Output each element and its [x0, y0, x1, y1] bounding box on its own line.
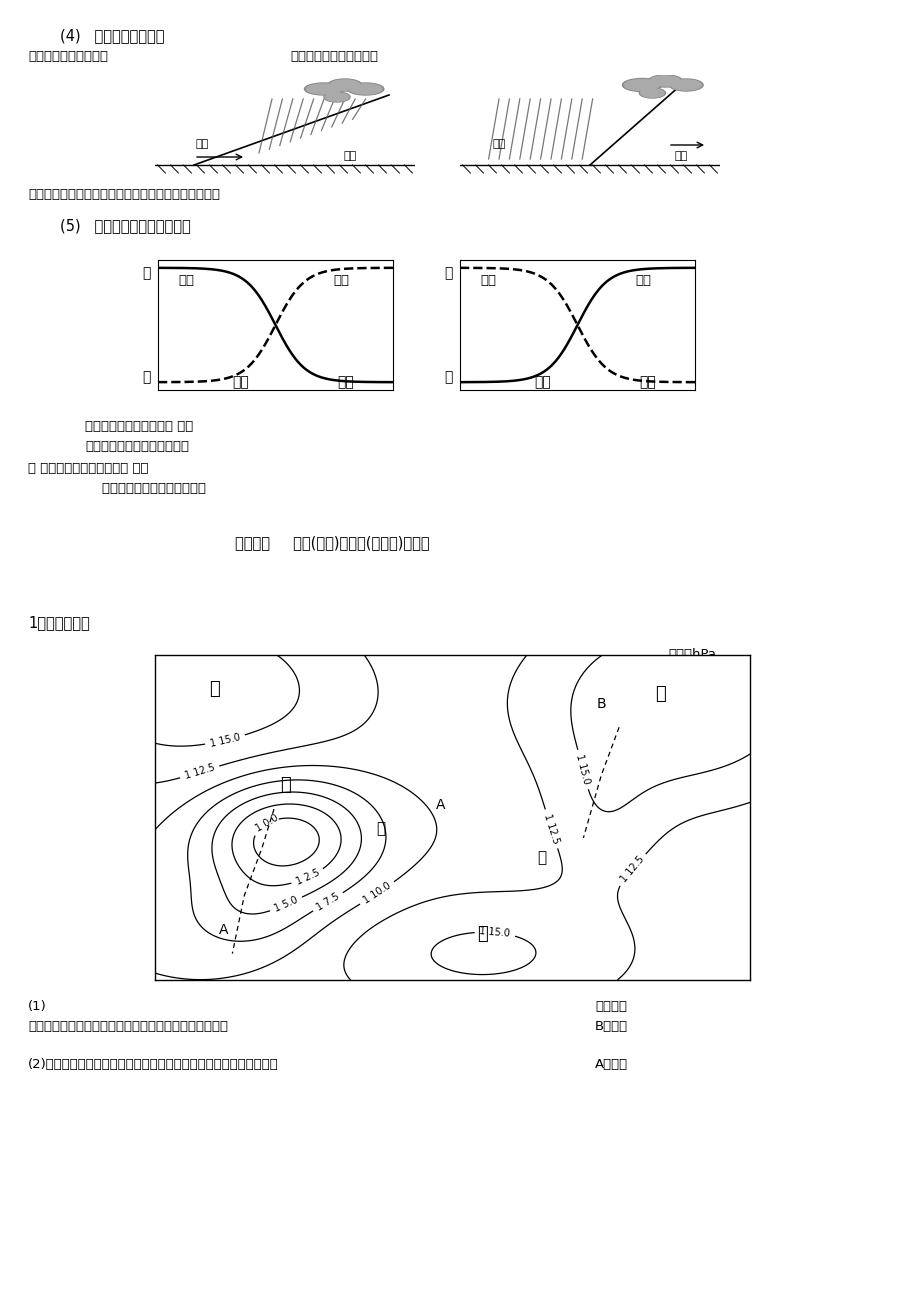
Text: 1 12.5: 1 12.5: [541, 813, 561, 846]
Ellipse shape: [304, 83, 343, 95]
Text: B脊线。: B脊线。: [595, 1020, 628, 1033]
Ellipse shape: [306, 83, 341, 94]
Text: (4)   看雨区范围及位置: (4) 看雨区范围及位置: [60, 27, 165, 43]
Text: 气压: 气压: [178, 275, 194, 287]
Text: 暖锋：雨区宽，在锋前: 暖锋：雨区宽，在锋前: [28, 50, 108, 63]
Text: A: A: [436, 797, 445, 812]
Ellipse shape: [327, 79, 361, 91]
Text: 锋前: 锋前: [674, 151, 686, 162]
Ellipse shape: [323, 93, 349, 102]
Ellipse shape: [347, 83, 383, 95]
Ellipse shape: [648, 76, 682, 87]
Text: 气压: 气压: [635, 275, 651, 287]
Text: 鹍: 鹍: [537, 850, 546, 865]
Text: B: B: [596, 697, 606, 711]
Text: 1．基本气压场: 1．基本气压场: [28, 615, 90, 629]
Text: A: A: [219, 924, 228, 937]
Text: 过境前：气温高，气压低 冷锋: 过境前：气温高，气压低 冷锋: [85, 420, 193, 433]
Text: 锋前: 锋前: [343, 151, 357, 162]
Text: 1 10.0: 1 10.0: [361, 881, 392, 906]
Text: 高: 高: [654, 684, 665, 702]
Text: 一 过境前：气温低，气压高 暖锋: 一 过境前：气温低，气压高 暖锋: [28, 463, 148, 476]
Text: 气温: 气温: [480, 275, 495, 287]
Text: 1 0.0: 1 0.0: [254, 813, 279, 834]
Text: A槽线。: A槽线。: [595, 1058, 628, 1071]
Text: (2)低气压；中心气压低于四周气压。从低气压延伸出来的狭长区域为: (2)低气压；中心气压低于四周气压。从低气压延伸出来的狭长区域为: [28, 1058, 278, 1071]
Text: 鹍: 鹍: [376, 821, 385, 835]
Text: 1 12.5: 1 12.5: [618, 855, 645, 885]
Text: 高: 高: [444, 266, 452, 280]
Ellipse shape: [622, 78, 661, 91]
Text: 冷锋: 冷锋: [232, 375, 248, 390]
Text: 暖锋: 暖锋: [533, 375, 550, 390]
Text: 过境后：气温升高，气压降低: 过境后：气温升高，气压降低: [85, 482, 206, 495]
Ellipse shape: [329, 79, 359, 90]
Text: 单位：hPa: 单位：hPa: [667, 648, 715, 661]
Text: 低: 低: [280, 777, 291, 794]
Text: 高: 高: [476, 925, 487, 943]
Ellipse shape: [624, 79, 659, 90]
Text: (5)   看过境前后气压、气温变: (5) 看过境前后气压、气温变: [60, 218, 190, 233]
Text: 1 12.5: 1 12.5: [183, 762, 216, 782]
Text: 时间: 时间: [337, 375, 354, 390]
Text: 高气压：: 高气压：: [595, 999, 627, 1012]
Text: 1 7.5: 1 7.5: [314, 891, 341, 912]
Text: 中心气压高于四周气压。从高气压延伸出来的狭长区域为: 中心气压高于四周气压。从高气压延伸出来的狭长区域为: [28, 1020, 228, 1033]
Text: (1): (1): [28, 999, 47, 1012]
Text: 拾漪：雨区窄主婆在锋后: 拾漪：雨区窄主婆在锋后: [289, 50, 378, 63]
Ellipse shape: [639, 89, 664, 98]
Ellipse shape: [670, 79, 700, 90]
Text: 微专题二     低压(气旋)、高压(反气旋)与天气: 微专题二 低压(气旋)、高压(反气旋)与天气: [234, 536, 429, 550]
Text: 不论冷锋还是暖锋，降水都主要在冷气团控制范围内。: 不论冷锋还是暖锋，降水都主要在冷气团控制范围内。: [28, 188, 220, 201]
Ellipse shape: [669, 79, 702, 91]
Text: 高: 高: [142, 266, 151, 280]
Text: 1 15.0: 1 15.0: [209, 732, 241, 748]
Ellipse shape: [650, 76, 680, 86]
Text: 1 2.5: 1 2.5: [294, 868, 321, 887]
Text: 高: 高: [209, 680, 220, 697]
Text: 时间: 时间: [639, 375, 655, 390]
Text: 锋后: 锋后: [492, 139, 505, 149]
Text: 1 15.0: 1 15.0: [479, 926, 510, 939]
Text: 过境后：气温降低，气压升高: 过境后：气温降低，气压升高: [85, 440, 188, 453]
Text: 气温: 气温: [333, 275, 349, 287]
Text: 1 15.0: 1 15.0: [573, 753, 591, 786]
Ellipse shape: [349, 83, 381, 94]
Ellipse shape: [640, 89, 664, 98]
Ellipse shape: [325, 93, 348, 102]
Text: 低: 低: [142, 370, 151, 384]
Text: 1 5.0: 1 5.0: [273, 895, 300, 913]
Text: 低: 低: [444, 370, 452, 384]
Text: 锋后: 锋后: [195, 139, 209, 149]
